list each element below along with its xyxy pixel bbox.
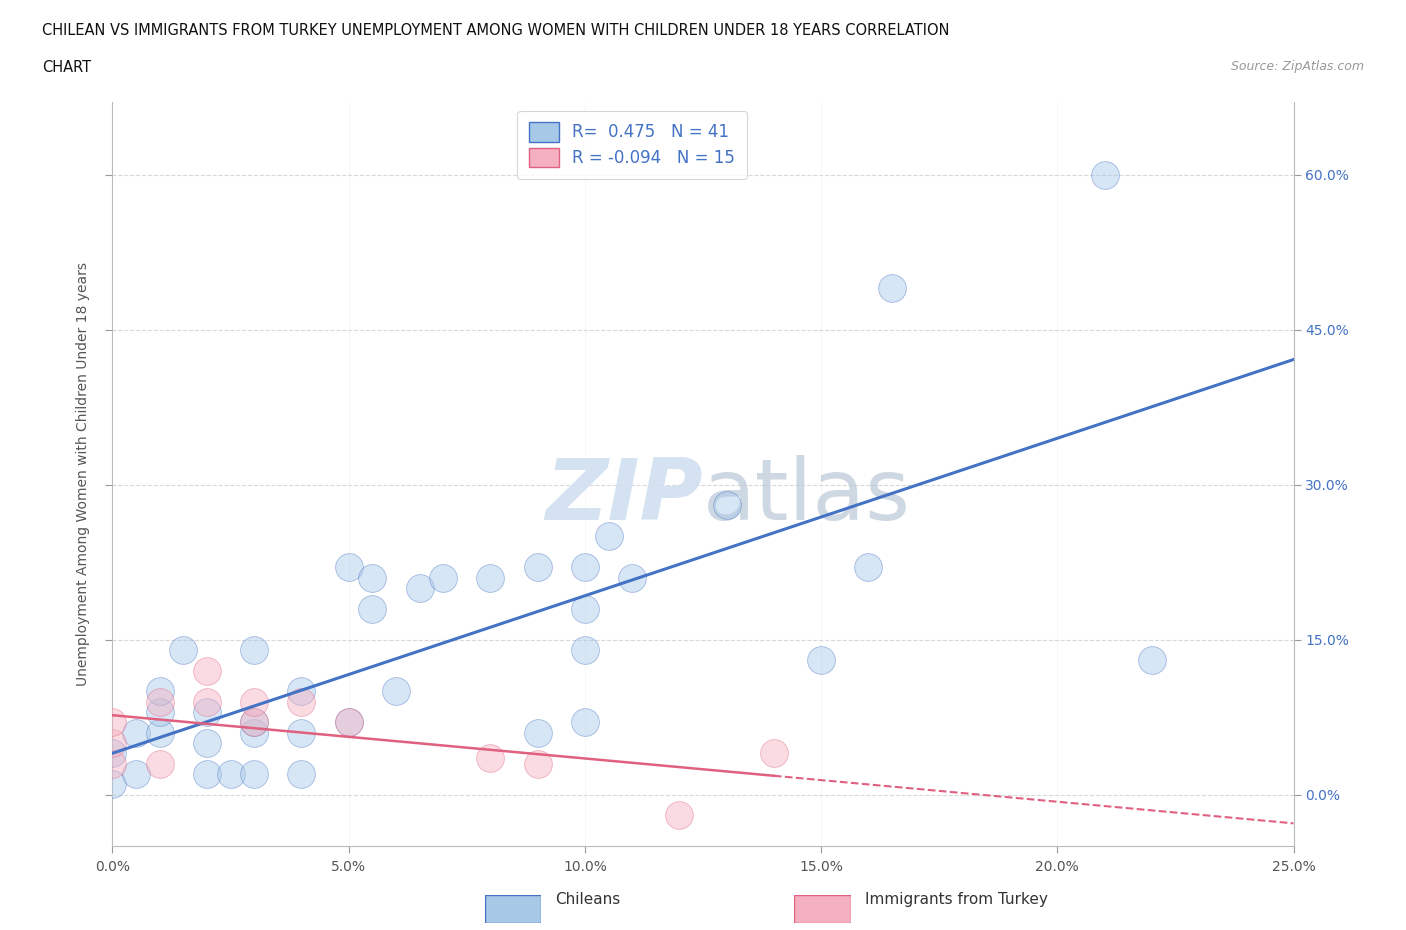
Text: Source: ZipAtlas.com: Source: ZipAtlas.com	[1230, 60, 1364, 73]
Point	[574, 643, 596, 658]
Text: Chileans: Chileans	[555, 892, 620, 907]
Text: atlas: atlas	[703, 455, 911, 538]
Point	[219, 766, 242, 781]
Point	[880, 281, 903, 296]
Point	[432, 570, 454, 585]
Point	[101, 777, 124, 791]
Point	[101, 715, 124, 730]
Point	[408, 580, 430, 595]
Point	[290, 694, 312, 709]
Point	[762, 746, 785, 761]
Text: CHILEAN VS IMMIGRANTS FROM TURKEY UNEMPLOYMENT AMONG WOMEN WITH CHILDREN UNDER 1: CHILEAN VS IMMIGRANTS FROM TURKEY UNEMPL…	[42, 23, 949, 38]
Point	[290, 725, 312, 740]
Point	[149, 756, 172, 771]
Point	[125, 725, 148, 740]
Point	[1140, 653, 1163, 668]
Point	[149, 725, 172, 740]
Point	[290, 684, 312, 698]
Point	[149, 705, 172, 720]
Point	[243, 715, 266, 730]
Point	[479, 751, 502, 766]
Point	[810, 653, 832, 668]
Point	[125, 766, 148, 781]
Point	[290, 766, 312, 781]
Point	[195, 663, 218, 678]
Point	[172, 643, 194, 658]
Text: CHART: CHART	[42, 60, 91, 75]
Text: Immigrants from Turkey: Immigrants from Turkey	[865, 892, 1047, 907]
Point	[716, 498, 738, 512]
Point	[243, 725, 266, 740]
Point	[243, 643, 266, 658]
Point	[149, 694, 172, 709]
Point	[598, 529, 620, 544]
Point	[574, 560, 596, 575]
Point	[574, 715, 596, 730]
Point	[195, 766, 218, 781]
Point	[526, 560, 548, 575]
Point	[621, 570, 644, 585]
Point	[243, 715, 266, 730]
Point	[526, 756, 548, 771]
Point	[101, 736, 124, 751]
Point	[361, 601, 384, 616]
Point	[337, 715, 360, 730]
Point	[101, 746, 124, 761]
Legend: R=  0.475   N = 41, R = -0.094   N = 15: R= 0.475 N = 41, R = -0.094 N = 15	[517, 111, 747, 179]
Point	[668, 808, 690, 823]
Point	[858, 560, 880, 575]
Point	[195, 705, 218, 720]
Point	[195, 694, 218, 709]
Text: ZIP: ZIP	[546, 455, 703, 538]
Point	[385, 684, 408, 698]
Point	[243, 694, 266, 709]
Point	[337, 560, 360, 575]
Point	[337, 715, 360, 730]
Point	[526, 725, 548, 740]
Y-axis label: Unemployment Among Women with Children Under 18 years: Unemployment Among Women with Children U…	[76, 262, 90, 686]
Point	[574, 601, 596, 616]
Point	[195, 736, 218, 751]
Point	[1094, 167, 1116, 182]
Point	[361, 570, 384, 585]
Point	[479, 570, 502, 585]
Point	[243, 766, 266, 781]
Point	[149, 684, 172, 698]
Point	[101, 756, 124, 771]
